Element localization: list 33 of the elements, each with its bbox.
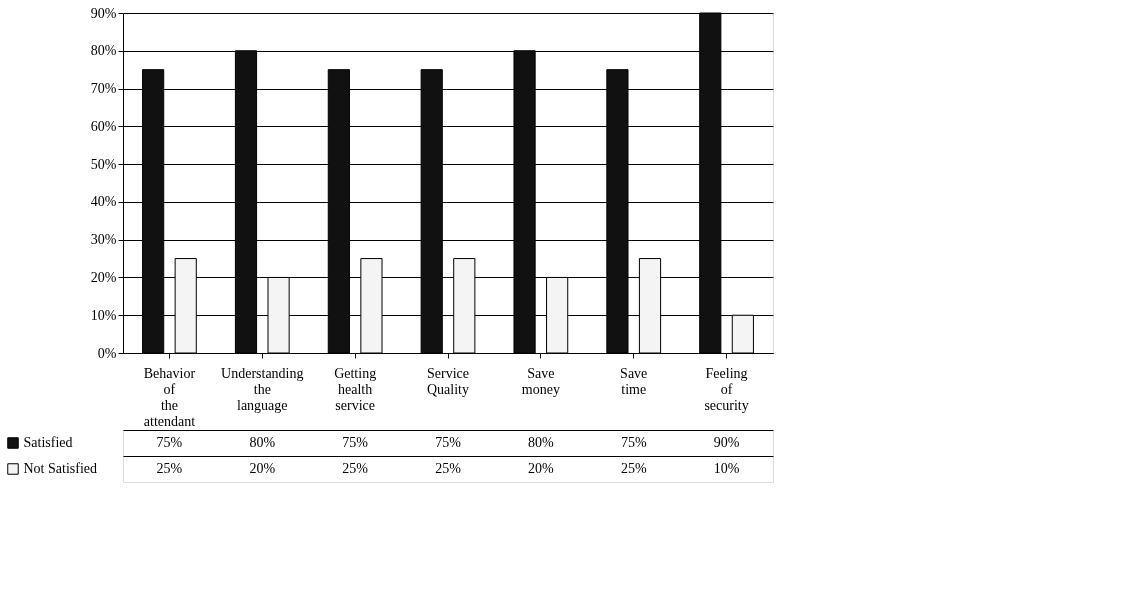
y-tick-label: 40% [90,194,117,210]
y-tick-label: 70% [90,81,117,97]
y-tick-label: 80% [90,43,117,59]
legend-label: Satisfied [23,435,73,450]
data-label: 20% [249,461,276,476]
data-label: 25% [620,461,647,476]
data-label: 10% [713,461,740,476]
x-tick-label: Save time [620,365,648,397]
x-tick-label: Save money [521,365,560,397]
x-tick-label: Feeling of security [704,365,749,413]
data-label: 75% [342,435,369,450]
data-label: 25% [156,461,183,476]
y-tick-label: 10% [90,307,117,323]
data-label: 25% [435,461,462,476]
x-tick-label: Getting health service [334,365,377,413]
data-label: 80% [249,435,276,450]
y-tick-label: 0% [97,345,117,361]
data-label: 25% [342,461,369,476]
x-tick-label: Understanding the language [221,365,304,413]
data-label: 80% [528,435,555,450]
x-tick-label: Service Quality [427,365,469,397]
x-tick-label: Behavior of the attendant [143,365,196,429]
y-tick-label: 50% [90,156,117,172]
y-tick-label: 90% [90,5,117,21]
data-label: 90% [713,435,740,450]
data-label: 75% [620,435,647,450]
data-label: 75% [156,435,183,450]
y-tick-label: 30% [90,232,117,248]
legend-label: Not Satisfied [23,461,97,476]
data-label: 75% [435,435,462,450]
y-tick-label: 20% [90,269,117,285]
y-tick-label: 60% [90,118,117,134]
data-label: 20% [528,461,555,476]
